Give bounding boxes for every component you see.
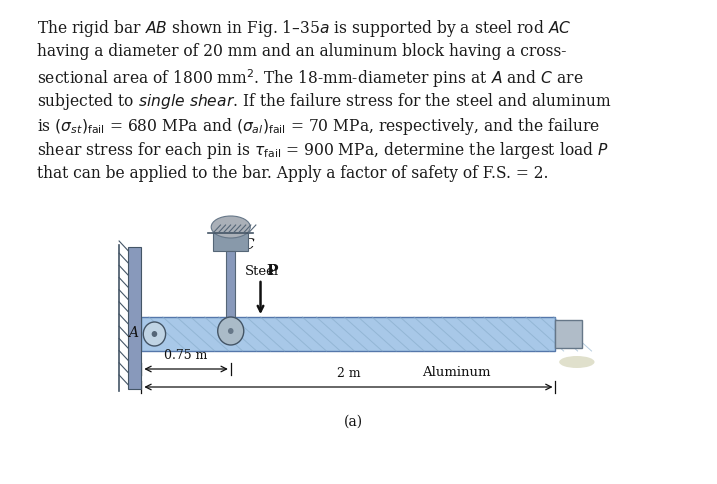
Bar <box>556 320 581 348</box>
Text: is $(\sigma_{st})_{\mathrm{fail}}$ = 680 MPa and $(\sigma_{al})_{\mathrm{fail}}$: is $(\sigma_{st})_{\mathrm{fail}}$ = 680… <box>37 116 600 136</box>
Text: The rigid bar $AB$ shown in Fig. 1–35$a$ is supported by a steel rod $AC$: The rigid bar $AB$ shown in Fig. 1–35$a$… <box>37 18 571 39</box>
Text: 0.75 m: 0.75 m <box>164 348 208 361</box>
Bar <box>128 247 141 389</box>
Text: C: C <box>244 238 255 252</box>
Text: P: P <box>266 263 277 277</box>
Text: (a): (a) <box>344 414 363 428</box>
Text: having a diameter of 20 mm and an aluminum block having a cross-: having a diameter of 20 mm and an alumin… <box>37 43 566 60</box>
Ellipse shape <box>559 356 594 368</box>
Text: sectional area of 1800 mm$^2$. The 18-mm-diameter pins at $A$ and $C$ are: sectional area of 1800 mm$^2$. The 18-mm… <box>37 67 584 90</box>
Circle shape <box>228 328 234 334</box>
Bar <box>213 233 248 252</box>
Circle shape <box>143 322 166 346</box>
Bar <box>141 318 556 351</box>
Text: A: A <box>128 325 138 339</box>
Circle shape <box>152 332 157 337</box>
Text: shear stress for each pin is $\tau_{\mathrm{fail}}$ = 900 MPa, determine the lar: shear stress for each pin is $\tau_{\mat… <box>37 140 609 161</box>
Bar <box>226 252 235 318</box>
Ellipse shape <box>212 216 250 239</box>
Text: that can be applied to the bar. Apply a factor of safety of F.S. = 2.: that can be applied to the bar. Apply a … <box>37 165 549 182</box>
Text: 2 m: 2 m <box>336 366 360 379</box>
Text: Aluminum: Aluminum <box>422 365 490 378</box>
Text: B: B <box>560 325 570 339</box>
Circle shape <box>218 318 244 345</box>
Text: Steel: Steel <box>244 264 279 277</box>
Text: subjected to $single$ $shear$. If the failure stress for the steel and aluminum: subjected to $single$ $shear$. If the fa… <box>37 91 612 112</box>
